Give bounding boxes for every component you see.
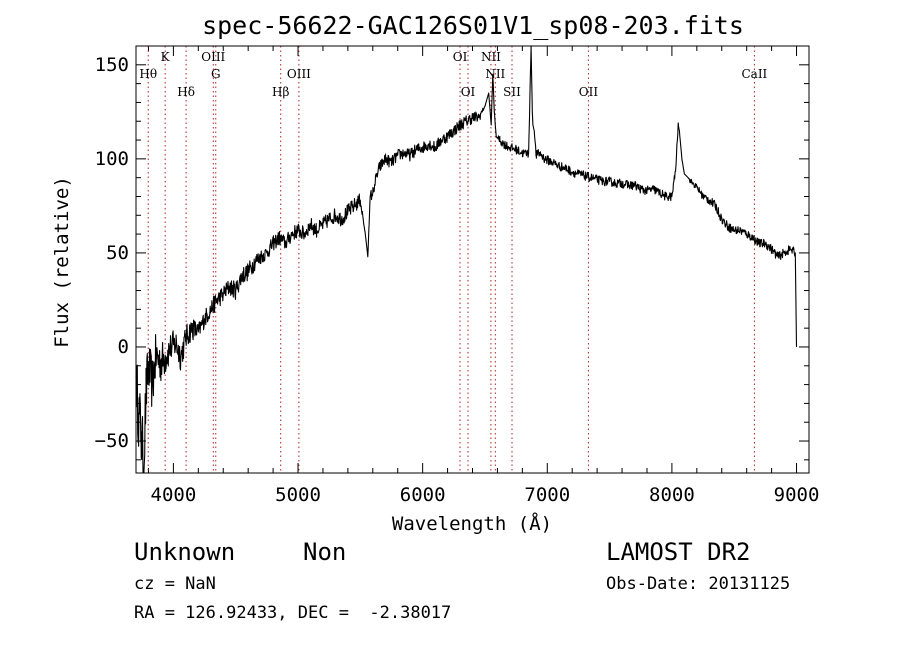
line-marker-label: G [211, 67, 221, 81]
x-tick-label: 9000 [774, 484, 820, 506]
coordinates: RA = 126.92433, DEC = -2.38017 [134, 603, 452, 623]
x-tick-label: 8000 [649, 484, 695, 506]
y-axis-label: Flux (relative) [51, 176, 73, 348]
y-tick-label: 150 [95, 54, 129, 76]
line-marker-label: NII [485, 67, 505, 81]
y-tick-label: 100 [95, 148, 129, 170]
line-marker-label: K [161, 50, 171, 64]
y-tick-label: −50 [95, 430, 129, 452]
survey-name: LAMOST DR2 [606, 538, 751, 566]
y-tick-label: 0 [118, 336, 129, 358]
x-tick-label: 6000 [400, 484, 446, 506]
plot-frame [135, 45, 810, 474]
line-marker-label: OI [461, 85, 476, 99]
redshift-text: cz = NaN [134, 574, 216, 594]
x-tick-label: 4000 [151, 484, 197, 506]
x-tick-label: 7000 [524, 484, 570, 506]
flux-line [135, 45, 798, 474]
object-subclass: Non [303, 538, 347, 566]
spectral-line-markers: Hθ K Hδ OIII G Hβ OIII OI OI NII NII SII OII CaII [139, 46, 768, 473]
line-marker-label: Hβ [272, 85, 289, 99]
x-tick-label: 5000 [275, 484, 321, 506]
line-marker-label: Hδ [177, 85, 195, 99]
chart-title: spec-56622-GAC126S01V1_sp08-203.fits [202, 11, 744, 40]
line-marker-label: OIII [201, 50, 225, 64]
line-marker-label: SII [503, 85, 521, 99]
flux-series [135, 45, 798, 474]
line-marker-label: OI [453, 50, 468, 64]
line-marker-label: NII [481, 50, 501, 64]
axis-ticks: 4000 5000 6000 7000 8000 9000 −50 0 50 100 150 [95, 45, 820, 506]
line-marker-label: Hθ [139, 67, 157, 81]
line-marker-label: OIII [287, 67, 311, 81]
object-class: Unknown [134, 538, 236, 566]
y-tick-label: 50 [106, 242, 129, 264]
line-marker-label: CaII [741, 67, 767, 81]
line-marker-label: OII [579, 85, 599, 99]
obs-date: Obs-Date: 20131125 [606, 574, 791, 594]
x-axis-label: Wavelength (Å) [392, 512, 552, 535]
